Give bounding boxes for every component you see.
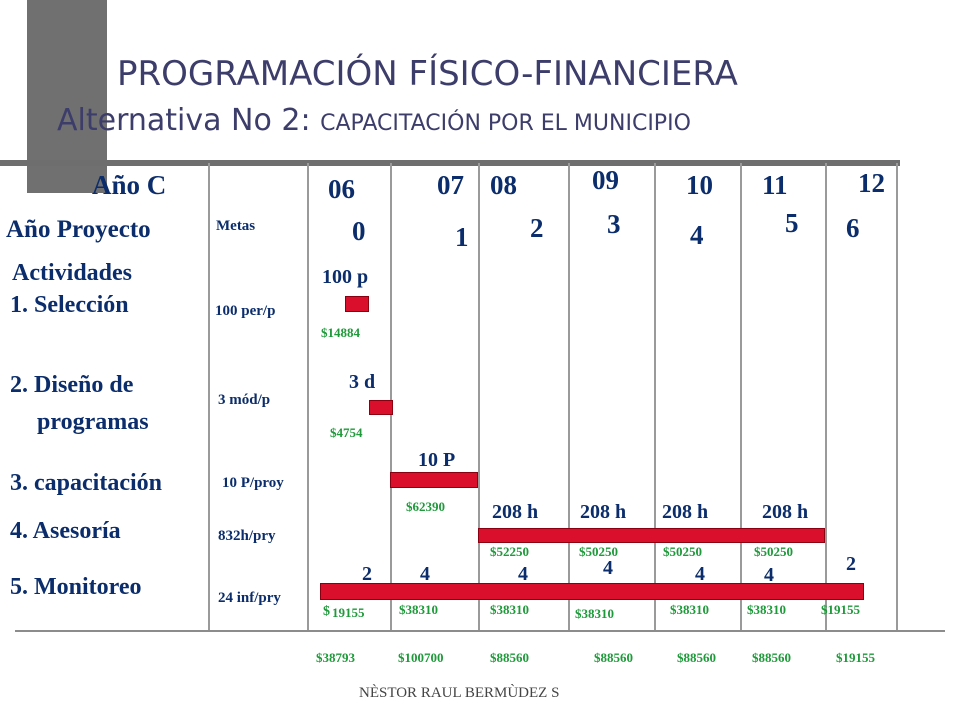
total-year: $38793 bbox=[316, 650, 355, 665]
qty-monitoreo: 4 bbox=[420, 563, 430, 585]
cost-asesoria: $50250 bbox=[754, 544, 793, 559]
activity-asesoria: 4. Asesoría bbox=[10, 518, 121, 544]
bar-asesoria bbox=[478, 528, 825, 543]
qty-monitoreo: 4 bbox=[764, 564, 774, 586]
activity-capacitacion: 3. capacitación bbox=[10, 470, 162, 496]
year-proyecto: 4 bbox=[690, 220, 704, 250]
year-c: 06 bbox=[328, 174, 355, 204]
cost-monitoreo: $38310 bbox=[399, 602, 438, 617]
cost-asesoria: $52250 bbox=[490, 544, 529, 559]
qty-asesoria: 208 h bbox=[762, 501, 809, 523]
year-c: 08 bbox=[490, 170, 517, 200]
metas-label: Metas bbox=[216, 218, 256, 234]
grid-line bbox=[307, 163, 309, 630]
total-year: $88560 bbox=[490, 650, 529, 665]
year-proyecto: 3 bbox=[607, 209, 621, 239]
cost-capacitacion: $62390 bbox=[406, 499, 445, 514]
year-c: 10 bbox=[686, 170, 713, 200]
cost-monitoreo-symbol: $ bbox=[323, 604, 330, 619]
year-proyecto: 6 bbox=[846, 213, 860, 243]
cost-monitoreo: $38310 bbox=[490, 602, 529, 617]
cost-seleccion: $14884 bbox=[321, 325, 360, 340]
subtitle-prefix: Alternativa No 2: bbox=[57, 103, 321, 138]
bar-monitoreo bbox=[320, 583, 864, 600]
year-c: 07 bbox=[437, 170, 464, 200]
totals-divider bbox=[15, 630, 945, 632]
bar-seleccion bbox=[345, 296, 369, 312]
meta-capacitacion: 10 P/proy bbox=[222, 475, 284, 491]
total-year: $19155 bbox=[836, 650, 875, 665]
slide-title: PROGRAMACIÓN FÍSICO-FINANCIERA bbox=[117, 54, 738, 94]
year-proyecto: 2 bbox=[530, 213, 544, 243]
cost-monitoreo: 19155 bbox=[332, 605, 365, 620]
year-c: 11 bbox=[762, 170, 788, 200]
cost-diseno: $4754 bbox=[330, 425, 363, 440]
year-c: 09 bbox=[592, 165, 619, 195]
grid-line bbox=[740, 163, 742, 630]
grid-line bbox=[478, 163, 480, 630]
subtitle-suffix: CAPACITACIÓN POR EL MUNICIPIO bbox=[320, 111, 691, 136]
cost-monitoreo: $38310 bbox=[670, 602, 709, 617]
qty-monitoreo: 2 bbox=[362, 563, 372, 585]
qty-monitoreo: 4 bbox=[603, 557, 613, 579]
grid-line bbox=[654, 163, 656, 630]
year-c: 12 bbox=[858, 168, 885, 198]
bar-diseno bbox=[369, 400, 393, 415]
cost-monitoreo: $19155 bbox=[821, 602, 860, 617]
qty-asesoria: 208 h bbox=[580, 501, 627, 523]
qty-asesoria: 208 h bbox=[492, 501, 539, 523]
cost-asesoria: $50250 bbox=[579, 544, 618, 559]
grid-line bbox=[825, 163, 827, 630]
total-year: $88560 bbox=[677, 650, 716, 665]
ano-c-label: Año C bbox=[92, 170, 167, 200]
bar-capacitacion bbox=[390, 472, 478, 488]
total-year: $88560 bbox=[752, 650, 791, 665]
grid-line bbox=[208, 163, 210, 630]
slide-subtitle: Alternativa No 2: CAPACITACIÓN POR EL MU… bbox=[57, 103, 691, 138]
cost-monitoreo: $38310 bbox=[575, 606, 614, 621]
qty-diseno: 3 d bbox=[349, 371, 376, 393]
meta-asesoria: 832h/pry bbox=[218, 528, 276, 544]
year-proyecto: 0 bbox=[352, 216, 366, 246]
activity-monitoreo: 5. Monitoreo bbox=[10, 574, 142, 600]
ano-proyecto-label: Año Proyecto bbox=[6, 216, 151, 243]
year-proyecto: 5 bbox=[785, 208, 799, 238]
qty-seleccion: 100 p bbox=[322, 266, 369, 288]
meta-seleccion: 100 per/p bbox=[215, 303, 276, 319]
activity-diseno-line1: 2. Diseño de bbox=[10, 372, 134, 398]
activities-heading: Actividades bbox=[12, 260, 132, 286]
qty-monitoreo: 4 bbox=[695, 563, 705, 585]
year-proyecto: 1 bbox=[455, 222, 469, 252]
grid-line bbox=[896, 163, 898, 630]
qty-asesoria: 208 h bbox=[662, 501, 709, 523]
footer-author: NÈSTOR RAUL BERMÙDEZ S bbox=[359, 685, 560, 701]
qty-monitoreo: 4 bbox=[518, 563, 528, 585]
meta-monitoreo: 24 inf/pry bbox=[218, 590, 281, 606]
grid-line bbox=[568, 163, 570, 630]
meta-diseno: 3 mód/p bbox=[218, 392, 271, 408]
cost-monitoreo: $38310 bbox=[747, 602, 786, 617]
activity-seleccion: 1. Selección bbox=[10, 292, 129, 318]
total-year: $88560 bbox=[594, 650, 633, 665]
cost-asesoria: $50250 bbox=[663, 544, 702, 559]
qty-monitoreo: 2 bbox=[846, 553, 856, 575]
title-divider bbox=[0, 160, 900, 166]
grid-line bbox=[390, 163, 392, 630]
activity-diseno-line2: programas bbox=[37, 409, 149, 435]
total-year: $100700 bbox=[398, 650, 444, 665]
qty-capacitacion: 10 P bbox=[418, 449, 456, 471]
